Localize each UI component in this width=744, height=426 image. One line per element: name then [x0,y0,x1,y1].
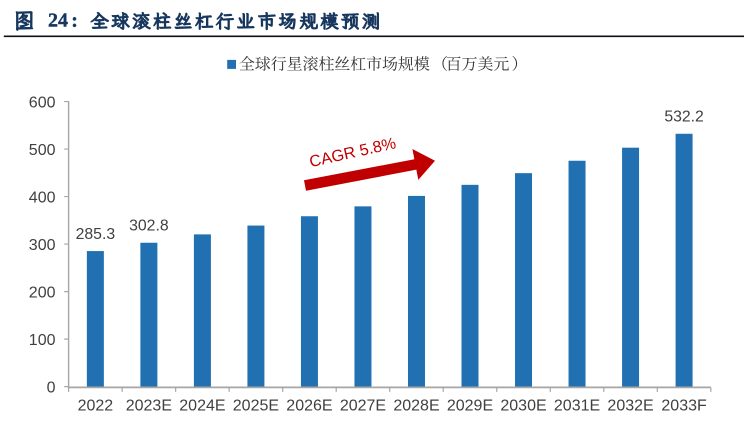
svg-text:2026E: 2026E [286,398,332,415]
svg-text:300: 300 [29,237,56,254]
svg-text:2025E: 2025E [233,398,279,415]
svg-text:600: 600 [29,94,56,111]
svg-text:2024E: 2024E [179,398,225,415]
svg-text:2022: 2022 [78,398,114,415]
svg-text:2030E: 2030E [500,398,546,415]
svg-text:24: 24 [48,9,68,31]
svg-text:285.3: 285.3 [76,226,116,243]
svg-text:2032E: 2032E [607,398,653,415]
svg-text:2031E: 2031E [554,398,600,415]
svg-text:2027E: 2027E [340,398,386,415]
svg-text:500: 500 [29,142,56,159]
svg-text:532.2: 532.2 [664,109,704,126]
svg-text::: : [71,10,78,32]
svg-text:302.8: 302.8 [129,218,169,235]
svg-text:0: 0 [47,379,56,396]
svg-text:100: 100 [29,332,56,349]
svg-text:200: 200 [29,284,56,301]
svg-text:2033F: 2033F [661,398,707,415]
svg-text:2028E: 2028E [393,398,439,415]
svg-text:2029E: 2029E [447,398,493,415]
svg-text:400: 400 [29,189,56,206]
svg-text:2023E: 2023E [126,398,172,415]
